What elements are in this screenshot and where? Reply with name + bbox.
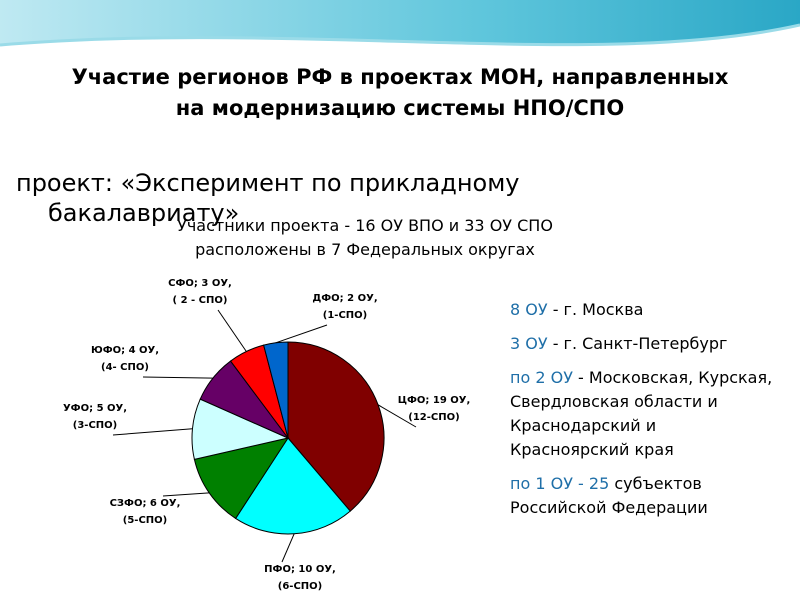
header-wave — [0, 0, 800, 47]
participants: Участники проекта - 16 ОУ ВПО и 33 ОУ СП… — [130, 214, 600, 262]
data-label: СФО; 3 ОУ, — [168, 278, 232, 289]
leader-line — [281, 533, 295, 563]
leader-line — [142, 376, 213, 379]
data-label: ЮФО; 4 ОУ, — [91, 345, 159, 356]
leader-line — [217, 309, 247, 352]
pie-slice — [234, 437, 351, 535]
pie-slice — [193, 437, 290, 520]
note: 8 ОУ - г. Москва — [510, 298, 780, 322]
data-label: ДФО; 2 ОУ, — [312, 293, 377, 304]
participants-line: Участники проекта - 16 ОУ ВПО и 33 ОУ СП… — [177, 216, 553, 235]
data-label: (12-СПО) — [408, 412, 459, 423]
pie-slice — [287, 341, 385, 512]
project: проект: «Эксперимент по прикладному бакал… — [16, 168, 616, 228]
leader-line — [112, 428, 193, 436]
notes: 8 ОУ - г. Москва 3 ОУ - г. Санкт-Петербур… — [510, 298, 780, 530]
note-text: - г. Санкт-Петербург — [547, 334, 728, 353]
leader-line — [162, 492, 210, 497]
data-label: ПФО; 10 ОУ, — [264, 564, 336, 575]
note-highlight: по 1 ОУ - 25 — [510, 474, 610, 493]
data-label: (6-СПО) — [278, 581, 322, 592]
data-label: СЗФО; 6 ОУ, — [110, 498, 181, 509]
note: по 1 ОУ - 25 субъектов Российской Федера… — [510, 472, 780, 520]
slide-title: Участие регионов РФ в проектах МОН, напр… — [71, 65, 729, 120]
data-label: (1-СПО) — [323, 310, 367, 321]
leader-line — [275, 324, 328, 344]
note: по 2 ОУ - Московская, Курская, Свердловс… — [510, 366, 780, 462]
data-label: (5-СПО) — [123, 515, 167, 526]
note-highlight: 3 ОУ — [510, 334, 548, 353]
note-text: - Московская, Курская, Свердловская обла… — [510, 368, 773, 459]
data-label: УФО; 5 ОУ, — [63, 403, 127, 414]
note: 3 ОУ - г. Санкт-Петербург — [510, 332, 780, 356]
data-label: ЦФО; 19 ОУ, — [398, 395, 471, 406]
project-line: проект: «Эксперимент по прикладному — [16, 169, 520, 197]
chart: ЦФО; 19 ОУ, (12-СПО) ПФО; 10 ОУ, (6-СПО) СЗФ… — [22, 265, 500, 600]
project-line: бакалавриату» — [48, 199, 240, 227]
pie-slice — [263, 341, 289, 439]
data-label: ( 2 - СПО) — [173, 295, 228, 306]
data-label: (3-СПО) — [73, 420, 117, 431]
note-highlight: по 2 ОУ — [510, 368, 573, 387]
leader-line — [377, 404, 417, 428]
note-text: субъектов Российской Федерации — [510, 474, 708, 517]
data-label: (4- СПО) — [101, 362, 149, 373]
note-highlight: 8 ОУ — [510, 300, 548, 319]
participants-line: расположены в 7 Федеральных округах — [195, 240, 535, 259]
note-text: - г. Москва — [547, 300, 644, 319]
